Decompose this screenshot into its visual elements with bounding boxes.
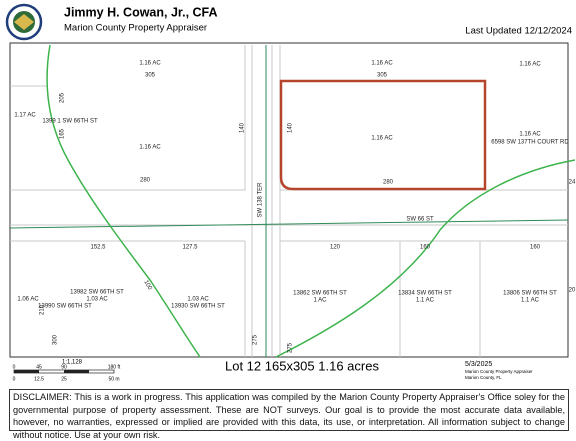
- map-label: 1.16 AC: [371, 136, 393, 142]
- logo: [5, 3, 43, 41]
- map-label: 280: [383, 180, 394, 186]
- map-label: 160: [530, 245, 541, 251]
- scale-label: 50 m: [108, 376, 119, 382]
- map-label: 1.16 AC: [139, 145, 161, 151]
- map-label: 305: [145, 73, 156, 79]
- map-label: 24: [569, 180, 576, 186]
- map-label: 305: [377, 73, 388, 79]
- map-label: 1.16 AC: [371, 61, 393, 67]
- scale-label: 12.5: [34, 376, 44, 382]
- map-label: 210: [40, 304, 46, 315]
- print-place: Marion County, FL: [465, 375, 502, 380]
- scale-label: 0: [13, 364, 16, 370]
- map-label: 1.16 AC: [139, 61, 161, 67]
- map-label: 140: [288, 122, 294, 133]
- header-title: Jimmy H. Cowan, Jr., CFA: [64, 5, 218, 19]
- lot-summary: Lot 12 165x305 1.16 acres: [225, 358, 379, 373]
- scale-label: 25: [61, 376, 67, 382]
- map-label: 275: [288, 342, 294, 353]
- map-label: 1.1 AC: [416, 298, 435, 304]
- scale-label: 90: [61, 364, 67, 370]
- subject-parcel: [279, 79, 487, 191]
- header-updated: Last Updated 12/12/2024: [465, 26, 572, 37]
- disclaimer: DISCLAIMER: This is a work in progress. …: [9, 389, 569, 440]
- map-label: 100: [142, 279, 153, 291]
- map-label: 165: [60, 128, 66, 139]
- map-label: 152.5: [90, 245, 106, 251]
- road-centerline: [9, 219, 569, 229]
- map-label: 20: [569, 288, 576, 294]
- map-label: 1399 1 SW 66TH ST: [42, 119, 98, 125]
- creek: [275, 159, 576, 358]
- map-label: 1.16 AC: [519, 132, 541, 138]
- map-label: 13930 SW 66TH ST: [171, 304, 225, 310]
- map-label: 13862 SW 66TH ST: [293, 291, 347, 297]
- scale-label: 0: [13, 376, 16, 382]
- map-label: SW 66 ST: [406, 217, 434, 223]
- map-label: 13982 SW 66TH ST: [70, 290, 124, 296]
- map-label: 13834 SW 66TH ST: [398, 291, 452, 297]
- scale-bar: 1:1,128 0 45 90 180 ft 0 12.5 25 50 m: [13, 360, 121, 383]
- map-label: 1.03 AC: [187, 297, 209, 303]
- print-source: Marion County Property Appraiser: [465, 369, 533, 374]
- map-label: 1.1 AC: [521, 298, 540, 304]
- map-label: 275: [253, 334, 259, 345]
- map-label: 1.17 AC: [14, 113, 36, 119]
- map-label: 280: [140, 178, 151, 184]
- map-label: 140: [240, 122, 246, 133]
- map-label: 127.5: [182, 245, 198, 251]
- map-label: 1 AC: [313, 298, 327, 304]
- map-sheet: Jimmy H. Cowan, Jr., CFA Marion County P…: [5, 3, 576, 383]
- map-label: 205: [60, 92, 66, 103]
- header-subtitle: Marion County Property Appraiser: [64, 23, 207, 34]
- map-label: 13806 SW 66TH ST: [503, 291, 557, 297]
- print-date: 5/3/2025: [465, 361, 492, 368]
- map-labels: 1.16 AC 305 1.16 AC 305 1.16 AC 1.17 AC 1399 1…: [14, 61, 576, 353]
- map-label: SW 138 TER: [258, 182, 264, 218]
- page: Jimmy H. Cowan, Jr., CFA Marion County P…: [5, 3, 576, 440]
- map-label: 13990 SW 66TH ST: [38, 304, 92, 310]
- parcel-lines: [10, 45, 568, 357]
- map-label: 300: [53, 334, 59, 345]
- creek: [46, 44, 201, 358]
- map-label: 160: [420, 245, 431, 251]
- map-label: 6598 SW 137TH COURT RD: [491, 140, 569, 146]
- scale-label: 45: [36, 364, 42, 370]
- map-label: 1.03 AC: [86, 297, 108, 303]
- scale-label: 180 ft: [108, 364, 121, 370]
- map-label: 120: [330, 245, 341, 251]
- map-label: 1.06 AC: [17, 297, 39, 303]
- scale-ratio: 1:1,128: [62, 360, 83, 366]
- map-label: 1.16 AC: [519, 62, 541, 68]
